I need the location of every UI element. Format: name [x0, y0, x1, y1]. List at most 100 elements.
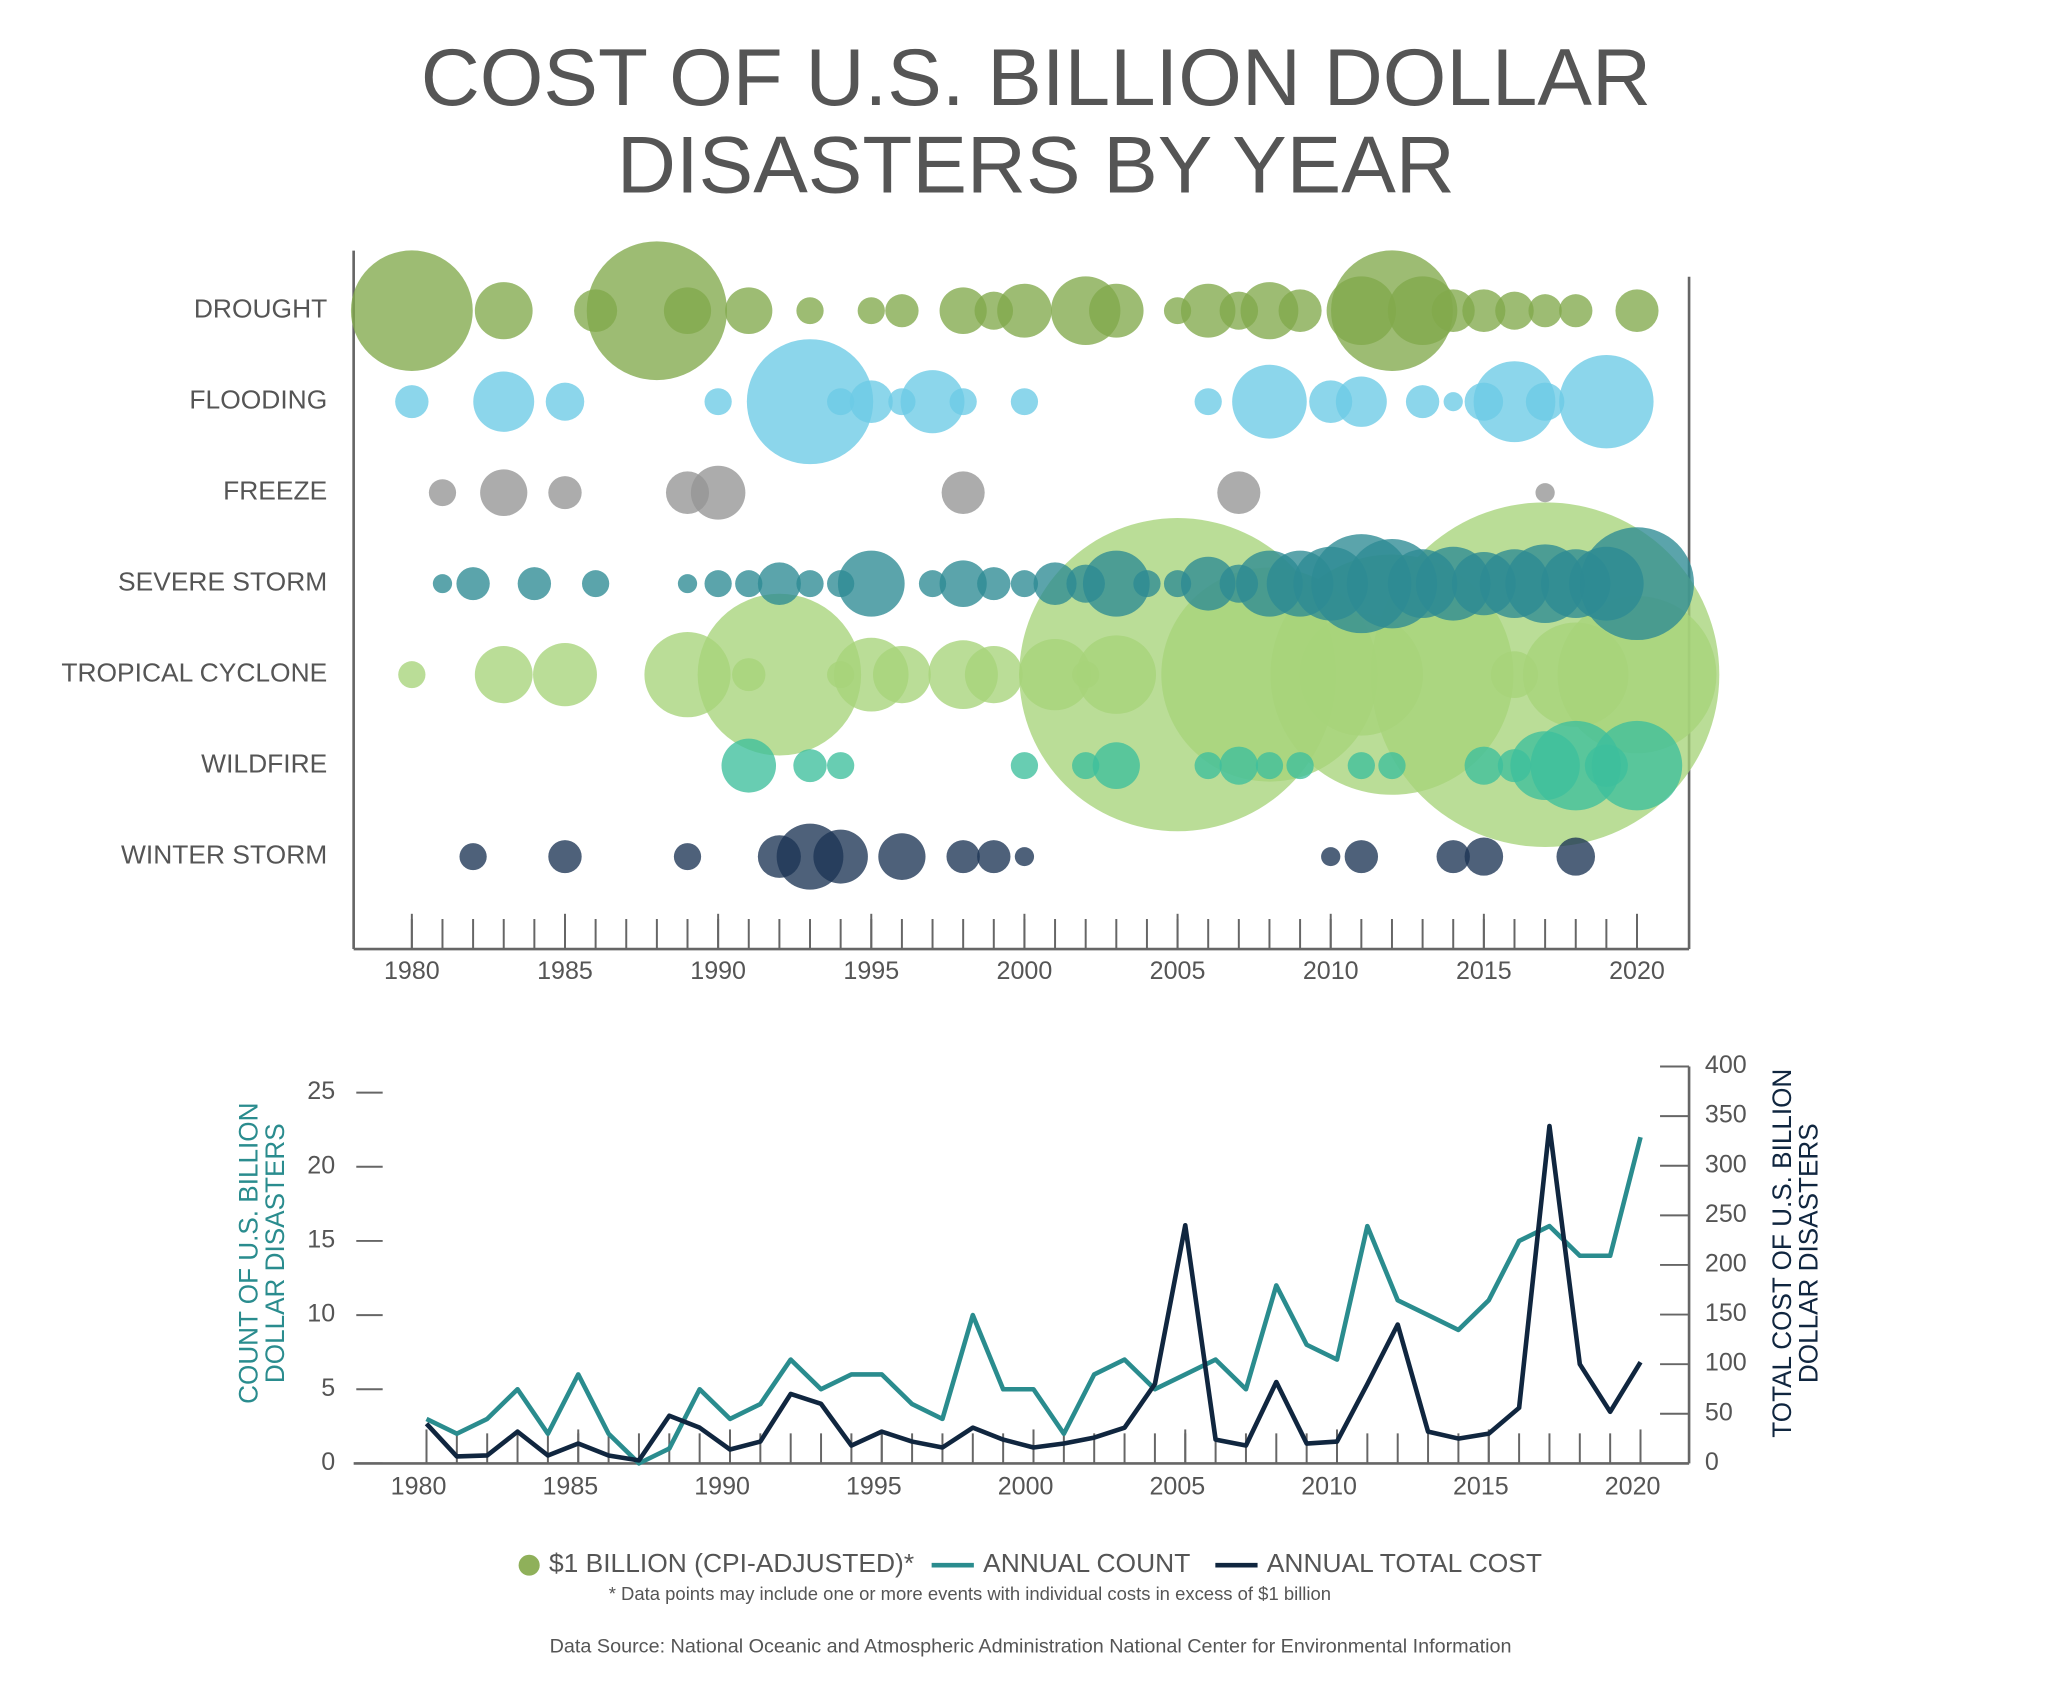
bubble: [1443, 392, 1463, 412]
bubble: [1255, 752, 1284, 780]
bubble: [1535, 483, 1555, 503]
y2-tick-label: 250: [1705, 1200, 1747, 1228]
bubble: [1473, 361, 1556, 443]
bubble: [827, 388, 855, 416]
bubble: [581, 570, 610, 598]
bubble: [480, 469, 528, 517]
y2-tick-label: 350: [1705, 1101, 1747, 1129]
bubble: [1436, 840, 1470, 874]
x-tick-label: 2000: [997, 957, 1053, 985]
x-tick-label: 2015: [1456, 957, 1512, 985]
bubble: [1464, 746, 1504, 785]
bubble: [1335, 376, 1387, 427]
bubble: [533, 643, 597, 707]
x-tick-label: 2020: [1609, 957, 1665, 985]
bubble: [586, 241, 728, 381]
bubble: [1180, 283, 1236, 338]
bubble: [1010, 388, 1039, 416]
line-series: [425, 1136, 1643, 1466]
bubble: [939, 560, 987, 607]
y2-axis-label: DOLLAR DISASTERS: [1793, 1123, 1823, 1383]
x-tick-label: 1990: [690, 957, 746, 985]
bubble: [1219, 746, 1259, 785]
y-tick-label: 20: [307, 1151, 335, 1179]
x-tick-label: 1980: [391, 1473, 447, 1501]
bubble: [1464, 837, 1504, 876]
bubble: [735, 570, 763, 598]
bubble: [704, 388, 732, 416]
bubble: [1194, 388, 1222, 416]
x-tick-label: 1995: [846, 1473, 902, 1501]
bubble: [1431, 289, 1475, 333]
row-label: TROPICAL CYCLONE: [61, 658, 327, 688]
bubble: [1278, 289, 1322, 333]
bubble: [849, 380, 893, 423]
bubble: [1014, 847, 1035, 867]
bubble: [459, 843, 487, 871]
bubble: [1347, 752, 1375, 780]
y-axis-label: COUNT OF U.S. BILLION: [234, 1103, 264, 1404]
bubble: [1072, 752, 1100, 780]
bubble: [398, 661, 426, 689]
bubble: [796, 570, 824, 598]
bubble: [1344, 840, 1379, 874]
bubble: [857, 297, 885, 325]
bubble: [721, 738, 777, 793]
legend-label: ANNUAL COUNT: [983, 1548, 1190, 1578]
x-tick-label: 2020: [1605, 1473, 1661, 1501]
y-axis-label: DOLLAR DISASTERS: [260, 1123, 290, 1383]
legend-label: ANNUAL TOTAL COST: [1267, 1548, 1542, 1578]
bubble: [474, 282, 533, 340]
bubble: [997, 283, 1052, 338]
y-tick-label: 25: [307, 1077, 335, 1105]
bubble: [1089, 283, 1144, 338]
x-tick-label: 1995: [843, 957, 899, 985]
row-label: FLOODING: [189, 385, 327, 415]
bubble: [1559, 294, 1593, 328]
bubble: [977, 840, 1011, 874]
footnote: * Data points may include one or more ev…: [609, 1583, 1331, 1604]
legend-marker: [518, 1554, 540, 1576]
row-label: WILDFIRE: [201, 749, 327, 779]
bubble: [1082, 550, 1150, 617]
x-tick-label: 2005: [1150, 957, 1206, 985]
bubble: [1615, 289, 1659, 333]
x-tick-label: 2000: [998, 1473, 1054, 1501]
bubble: [827, 752, 855, 780]
y2-tick-label: 0: [1705, 1448, 1719, 1476]
bubble: [548, 476, 582, 510]
bubble: [395, 385, 429, 419]
bubble: [1387, 276, 1458, 346]
y2-tick-label: 50: [1705, 1398, 1733, 1426]
bubble: [1580, 527, 1694, 641]
bubble: [918, 570, 947, 598]
row-label: FREEZE: [223, 476, 327, 506]
bubble: [793, 749, 827, 783]
y-tick-label: 10: [307, 1300, 335, 1328]
bubble: [1378, 752, 1406, 780]
x-tick-label: 2010: [1301, 1473, 1357, 1501]
bubble: [964, 646, 1023, 704]
bubble: [941, 471, 985, 514]
bubble: [1528, 294, 1562, 328]
bubble: [885, 294, 919, 328]
bubble: [813, 829, 868, 884]
bubble: [1525, 382, 1565, 421]
line-series: [424, 1123, 1643, 1463]
bubble: [663, 287, 712, 335]
row-label: SEVERE STORM: [118, 567, 327, 597]
x-tick-label: 2015: [1453, 1473, 1509, 1501]
x-tick-label: 2005: [1149, 1473, 1205, 1501]
y-tick-label: 0: [321, 1448, 335, 1476]
x-tick-label: 1990: [694, 1473, 750, 1501]
bubble: [1240, 282, 1299, 340]
bubble: [690, 465, 746, 520]
chart-title: COST OF U.S. BILLION DOLLAR: [421, 32, 1651, 123]
bubble: [946, 840, 980, 874]
bubble: [673, 843, 702, 871]
bubble: [677, 574, 698, 594]
y-tick-label: 15: [307, 1226, 335, 1254]
bubble: [757, 562, 801, 605]
bubble: [1559, 354, 1654, 449]
bubble: [878, 833, 926, 880]
